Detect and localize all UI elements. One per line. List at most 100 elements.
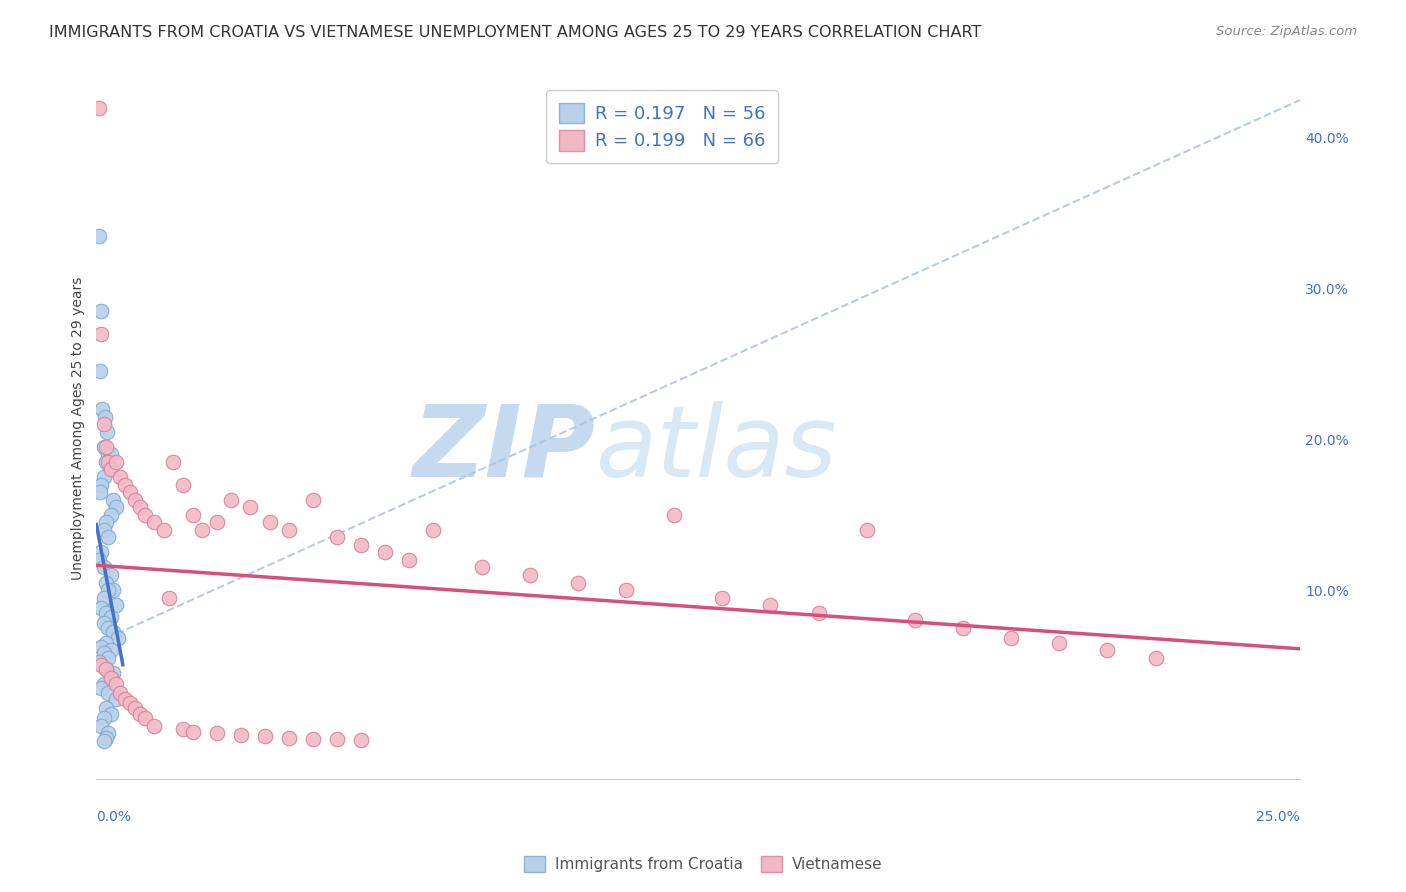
Point [205,515,228,529]
Point [93,560,115,574]
Point [100,643,122,657]
Point [302,492,325,507]
Point [110,470,132,484]
Point [904,613,927,627]
Point [100,706,122,721]
Point [93,591,115,605]
Point [134,711,156,725]
Point [104,691,127,706]
Point [614,583,637,598]
Point [87,228,110,243]
Point [94,636,117,650]
Point [128,500,150,515]
Point [1000,632,1022,646]
Point [90,658,112,673]
Point [100,671,122,685]
Point [398,553,420,567]
Point [239,500,262,515]
Point [87,101,110,115]
Text: 0.0%: 0.0% [97,810,131,824]
Point [470,560,492,574]
Point [90,326,112,341]
Point [143,515,166,529]
Point [172,477,194,491]
Point [253,730,276,744]
Point [93,711,115,725]
Point [1144,651,1167,665]
Text: atlas: atlas [596,401,838,498]
Point [152,523,174,537]
Point [94,440,117,454]
Point [326,530,349,544]
Point [711,591,734,605]
Point [855,523,877,537]
Point [98,462,121,476]
Point [143,719,166,733]
Point [259,515,281,529]
Point [278,731,301,745]
Point [1047,636,1070,650]
Text: ZIP: ZIP [413,401,596,498]
Point [87,656,110,670]
Point [94,661,117,675]
Point [124,700,146,714]
Y-axis label: Unemployment Among Ages 25 to 29 years: Unemployment Among Ages 25 to 29 years [72,277,86,580]
Point [110,685,132,699]
Point [103,583,125,598]
Point [94,661,117,675]
Point [97,530,120,544]
Point [93,616,115,631]
Point [662,508,685,522]
Point [93,417,115,432]
Point [103,625,125,640]
Point [94,515,117,529]
Point [104,500,127,515]
Point [94,575,117,590]
Point [94,455,117,469]
Point [97,447,120,461]
Point [120,485,142,500]
Point [1097,643,1119,657]
Point [181,724,204,739]
Point [519,568,541,582]
Point [107,632,129,646]
Point [90,545,112,559]
Point [91,402,114,417]
Point [807,606,830,620]
Point [326,732,349,747]
Point [93,676,115,690]
Legend: R = 0.197   N = 56, R = 0.199   N = 66: R = 0.197 N = 56, R = 0.199 N = 66 [546,90,778,163]
Point [97,685,120,699]
Point [90,477,112,491]
Point [374,545,396,559]
Point [104,455,127,469]
Point [97,455,120,469]
Point [181,508,204,522]
Point [89,364,111,378]
Point [90,681,112,695]
Point [89,485,111,500]
Point [100,462,122,476]
Point [103,492,125,507]
Point [350,733,373,747]
Point [219,492,242,507]
Point [94,700,117,714]
Point [93,647,115,661]
Point [90,640,112,655]
Point [97,621,120,635]
Text: 25.0%: 25.0% [1257,810,1301,824]
Point [114,691,136,706]
Point [97,583,120,598]
Point [191,523,214,537]
Point [97,726,120,740]
Point [302,731,325,746]
Point [120,696,142,710]
Point [100,568,122,582]
Point [100,610,122,624]
Text: Source: ZipAtlas.com: Source: ZipAtlas.com [1216,25,1357,38]
Point [94,409,117,424]
Point [93,523,115,537]
Point [90,719,112,733]
Point [350,538,373,552]
Point [90,601,112,615]
